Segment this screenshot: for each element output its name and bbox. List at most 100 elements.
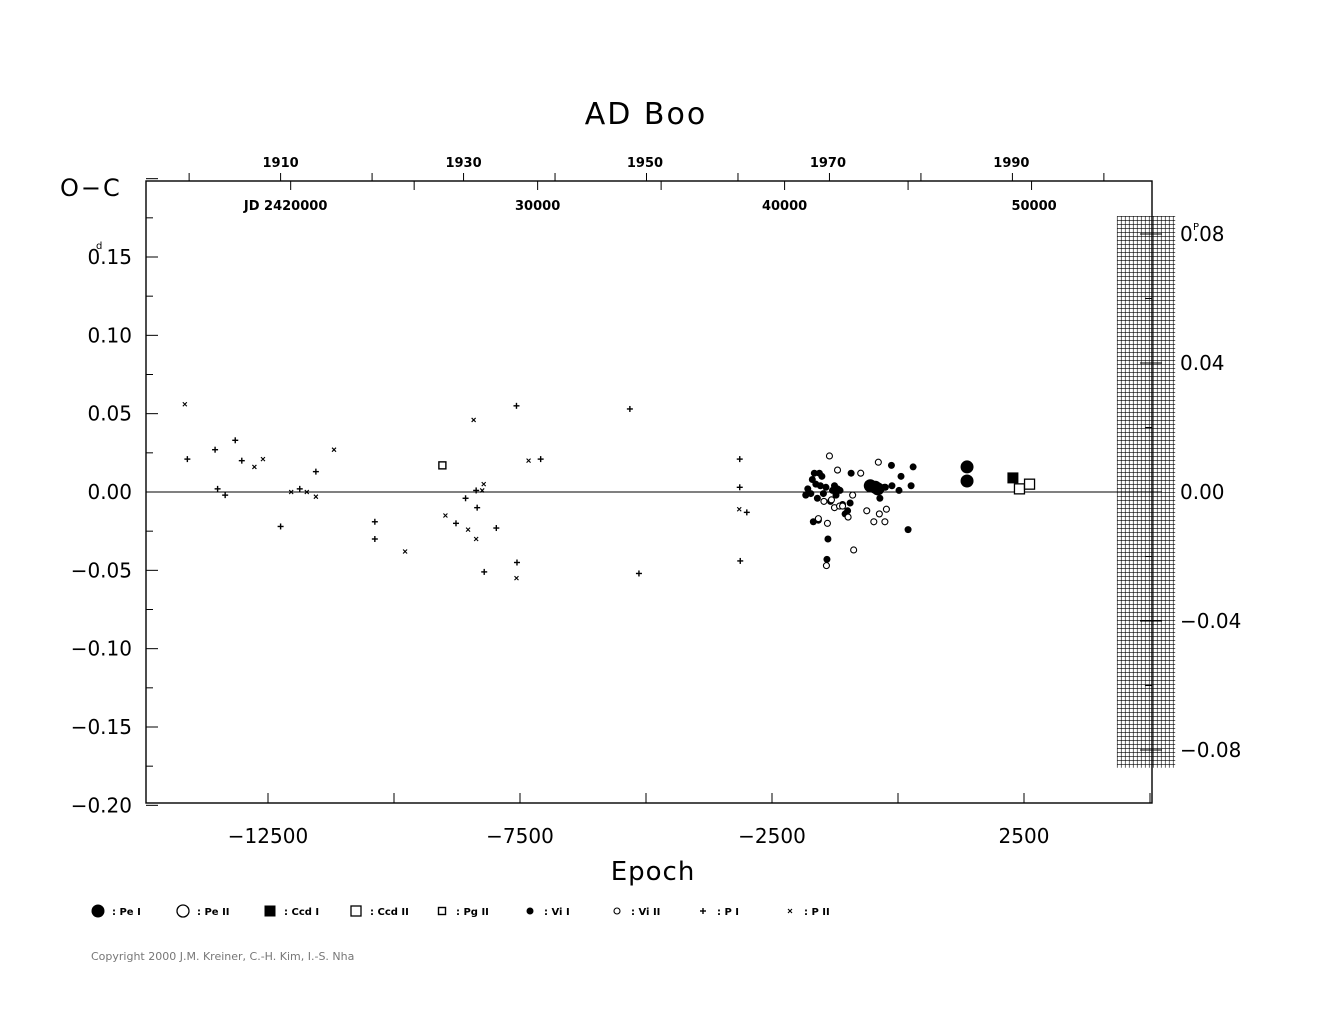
plot-frame	[145, 180, 1153, 804]
data-point	[452, 520, 459, 527]
legend-marker	[787, 908, 793, 914]
year-tick-label: 1910	[263, 156, 299, 171]
data-point	[462, 495, 469, 502]
year-tick-label: 1950	[627, 156, 663, 171]
data-point	[882, 505, 890, 513]
x-tick-label: 2500	[999, 824, 1050, 848]
data-point	[402, 549, 408, 554]
data-point	[847, 469, 855, 477]
data-point	[471, 417, 477, 423]
data-point	[818, 472, 826, 480]
data-point	[371, 536, 378, 542]
data-point	[736, 484, 743, 491]
data-point	[960, 474, 974, 488]
data-point	[816, 482, 824, 490]
jd-label: 40000	[762, 199, 807, 214]
data-point	[736, 456, 743, 463]
cross-b	[402, 549, 408, 554]
data-point	[836, 486, 844, 494]
y-axis-label: O−C	[60, 174, 122, 202]
data-point	[465, 527, 471, 532]
data-point	[238, 457, 245, 464]
y-tick-label: −0.10	[71, 637, 132, 661]
data-point	[833, 466, 842, 474]
data-point	[870, 518, 878, 526]
legend-label: : Ccd II	[370, 907, 409, 918]
data-point	[526, 458, 531, 464]
data-point	[1007, 472, 1019, 484]
data-point	[212, 446, 219, 453]
data-point	[824, 535, 832, 543]
x-tick-label: −2500	[738, 824, 806, 848]
data-point	[960, 460, 974, 474]
data-point	[481, 568, 488, 575]
data-point	[823, 519, 831, 527]
data-point	[474, 504, 481, 511]
data-point	[481, 481, 487, 487]
y2-unit-mark: P	[1193, 222, 1199, 233]
data-point	[832, 491, 840, 499]
data-point	[313, 494, 319, 500]
cross-b	[787, 908, 793, 914]
data-point	[182, 401, 188, 407]
x-tick-label: −12500	[228, 824, 308, 848]
data-point	[810, 469, 818, 477]
data-point	[252, 464, 257, 470]
y-tick-label: 0.00	[87, 480, 132, 504]
data-point	[443, 513, 448, 518]
x-tick-label: −7500	[486, 824, 554, 848]
data-point	[288, 489, 294, 495]
data-point	[371, 518, 378, 525]
data-point	[881, 483, 889, 491]
legend-marker	[264, 905, 276, 917]
data-point	[863, 507, 871, 515]
legend-marker	[350, 905, 362, 917]
data-point	[825, 452, 834, 460]
data-point	[473, 536, 479, 542]
cross-b	[313, 494, 319, 500]
y2-tick-label: −0.08	[1180, 738, 1241, 762]
cross-b	[288, 489, 294, 495]
legend-label: : Vi I	[544, 907, 570, 918]
data-point	[296, 485, 303, 492]
data-point	[820, 497, 828, 505]
y2-tick-label: 0.00	[1180, 480, 1225, 504]
data-point	[849, 491, 857, 499]
data-point	[887, 461, 895, 469]
legend-label: : Pg II	[456, 907, 489, 918]
data-point	[626, 405, 633, 412]
legend-marker	[176, 904, 190, 918]
y-tick-label: −0.15	[71, 715, 132, 739]
cross-b	[304, 489, 310, 495]
y-tick-label: 0.15	[87, 245, 132, 269]
data-point	[875, 510, 883, 518]
data-point	[822, 562, 830, 570]
cross-b	[443, 513, 448, 518]
data-point	[904, 526, 912, 534]
data-point	[888, 482, 896, 490]
data-point	[819, 490, 827, 498]
y2-tick-label: 0.04	[1180, 351, 1225, 375]
data-point	[513, 402, 520, 409]
legend-label: : Pe I	[112, 907, 141, 918]
data-point	[277, 523, 284, 530]
data-point	[844, 507, 852, 515]
data-point	[232, 437, 239, 444]
data-point	[222, 492, 229, 499]
cross-b	[514, 575, 519, 581]
data-point	[312, 468, 319, 475]
cross-b	[473, 536, 479, 542]
data-point	[514, 575, 519, 581]
data-point	[907, 482, 915, 490]
cross-b	[252, 464, 257, 470]
legend-label: : P I	[717, 907, 739, 918]
data-point	[857, 469, 865, 477]
cross-b	[479, 488, 485, 493]
data-point	[479, 488, 485, 493]
data-point	[743, 509, 750, 516]
data-point	[822, 483, 830, 491]
legend-label: : Pe II	[197, 907, 230, 918]
y-tick-label: −0.20	[71, 793, 132, 817]
data-point	[872, 486, 880, 494]
